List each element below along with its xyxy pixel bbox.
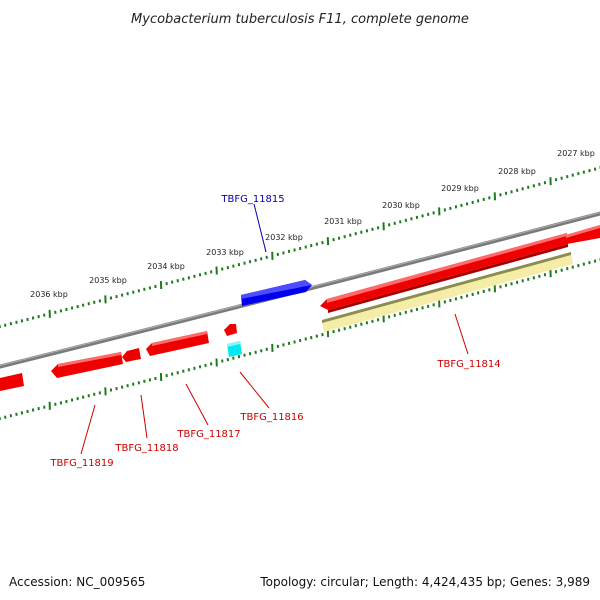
gene-TBFG_11813[interactable] (566, 225, 600, 244)
leader-TBFG_11815 (253, 203, 267, 253)
gene-label-TBFG_11816[interactable]: TBFG_11816 (239, 412, 303, 423)
kbp-label-2034: 2034 kbp (147, 262, 185, 271)
inner-tick-track (0, 258, 600, 421)
kbp-label-2027: 2027 kbp (557, 149, 595, 158)
kbp-label-2036: 2036 kbp (30, 290, 68, 299)
summary-text: Topology: circular; Length: 4,424,435 bp… (259, 575, 590, 589)
gene-edge-left[interactable] (0, 373, 24, 391)
gene-label-TBFG_11817[interactable]: TBFG_11817 (176, 429, 240, 440)
leader-TBFG_11818 (140, 394, 148, 439)
kbp-label-2031: 2031 kbp (324, 217, 362, 226)
leader-TBFG_11814 (454, 313, 469, 355)
gene-label-TBFG_11818[interactable]: TBFG_11818 (114, 443, 178, 454)
leader-TBFG_11816 (239, 371, 270, 409)
gene-TBFG_11819[interactable] (51, 352, 123, 378)
gene-label-TBFG_11815[interactable]: TBFG_11815 (220, 194, 284, 205)
kbp-label-2035: 2035 kbp (89, 276, 127, 285)
gene-label-TBFG_11814[interactable]: TBFG_11814 (436, 359, 500, 370)
gene-TBFG_11816-red[interactable] (224, 324, 237, 336)
kbp-label-2028: 2028 kbp (498, 167, 536, 176)
gene-TBFG_11815[interactable] (241, 280, 312, 306)
kbp-label-group: 2027 kbp 2028 kbp 2029 kbp 2030 kbp 2031… (30, 149, 595, 299)
map-title: Mycobacterium tuberculosis F11, complete… (131, 12, 469, 27)
kbp-label-2030: 2030 kbp (382, 201, 420, 210)
gene-TBFG_11814[interactable] (320, 233, 568, 313)
gene-highlight-yellow[interactable] (322, 252, 573, 332)
gene-label-TBFG_11819[interactable]: TBFG_11819 (49, 458, 113, 469)
gene-TBFG_11816-cyan[interactable] (227, 341, 242, 357)
leader-TBFG_11819 (80, 404, 96, 455)
leader-TBFG_11817 (185, 383, 209, 426)
kbp-label-2029: 2029 kbp (441, 184, 479, 193)
gene-TBFG_11817[interactable] (146, 331, 209, 356)
kbp-label-2032: 2032 kbp (265, 233, 303, 242)
kbp-label-2033: 2033 kbp (206, 248, 244, 257)
accession-text: Accession: NC_009565 (9, 575, 145, 589)
outer-tick-track (0, 166, 600, 329)
gene-TBFG_11818[interactable] (122, 348, 141, 362)
